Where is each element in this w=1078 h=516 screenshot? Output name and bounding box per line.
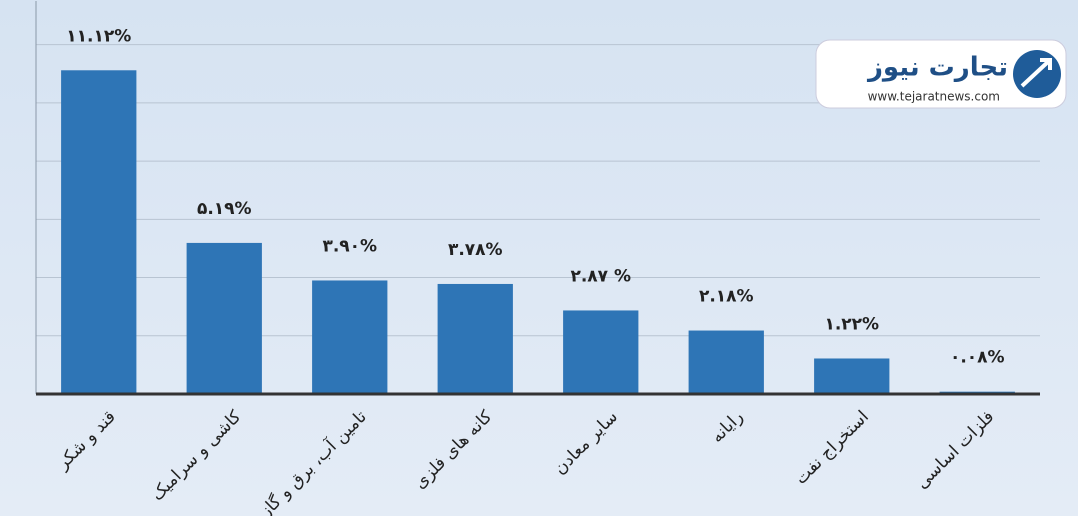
data-label: ۲.۸۷ %	[570, 266, 631, 286]
bar	[312, 280, 388, 394]
logo-box	[815, 39, 1067, 109]
bar	[688, 330, 764, 394]
data-label: ۳.۹۰%	[322, 236, 377, 256]
logo-arrow	[1020, 58, 1052, 88]
bar	[437, 283, 513, 394]
data-label: ۲.۱۸%	[699, 287, 754, 307]
data-label: ۱.۲۲%	[824, 314, 879, 334]
logo-name: تجارت نیوز	[866, 53, 1008, 83]
data-label: ۱۱.۱۲%	[66, 26, 131, 46]
logo: تجارت نیوز www.tejaratnews.com	[815, 39, 1067, 109]
bar	[61, 70, 137, 394]
bar	[563, 310, 639, 394]
bar	[186, 242, 262, 394]
data-label: ۵.۱۹%	[197, 199, 252, 219]
bar	[814, 358, 890, 394]
data-label: ۳.۷۸%	[448, 240, 503, 260]
logo-url: www.tejaratnews.com	[868, 90, 1000, 104]
data-label: ۰.۰۸%	[950, 348, 1005, 368]
